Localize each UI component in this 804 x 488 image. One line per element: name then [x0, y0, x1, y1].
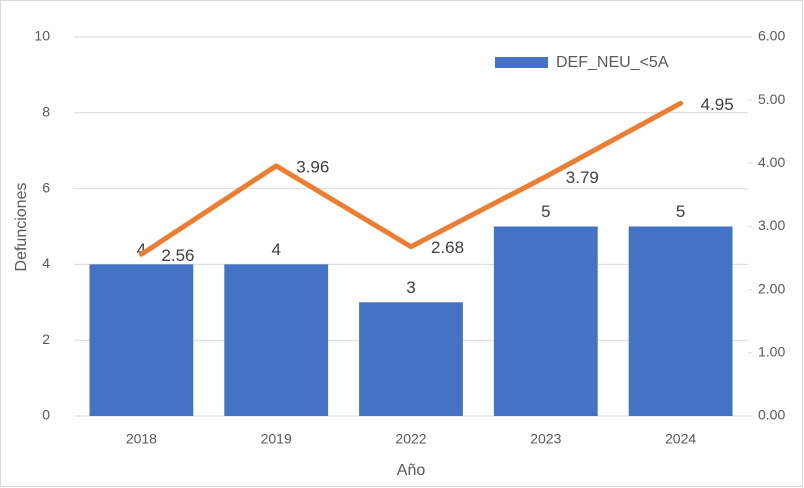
- data-label: 2.56: [161, 246, 194, 265]
- y2-tick-label: 5.00: [758, 91, 785, 107]
- x-axis-label: Año: [397, 462, 426, 479]
- y2-tick-label: 2.00: [758, 280, 785, 296]
- x-tick-label: 2023: [530, 431, 561, 447]
- legend-label: DEF_NEU_<5A: [556, 54, 669, 71]
- y2-tick-label: 6.00: [758, 28, 785, 44]
- data-label: 4: [271, 240, 280, 259]
- data-label: 4.95: [701, 95, 734, 114]
- x-tick-label: 2022: [395, 431, 426, 447]
- y2-tick-label: 0.00: [758, 407, 785, 423]
- bar: [628, 226, 733, 416]
- x-tick-label: 2018: [126, 431, 157, 447]
- y-tick-label: 4: [42, 255, 50, 271]
- line: [138, 100, 684, 257]
- data-label: 3.96: [296, 157, 329, 176]
- data-label: 3.79: [566, 168, 599, 187]
- y2-tick-label: 1.00: [758, 344, 785, 360]
- data-label: 4: [137, 240, 146, 259]
- legend-swatch: [495, 57, 548, 68]
- data-label: 2.68: [431, 238, 464, 257]
- bar: [89, 264, 194, 416]
- y2-tick-label: 3.00: [758, 217, 785, 233]
- bar: [359, 302, 463, 416]
- y-tick-label: 2: [42, 331, 50, 347]
- x-tick-label: 2019: [261, 431, 292, 447]
- y-tick-label: 0: [42, 407, 50, 423]
- data-label: 5: [676, 202, 685, 221]
- bar: [493, 226, 598, 416]
- bar: [224, 264, 329, 416]
- y2-tick-label: 4.00: [758, 154, 785, 170]
- y-tick-label: 8: [42, 104, 50, 120]
- data-label: 5: [541, 202, 550, 221]
- x-tick-label: 2024: [665, 431, 696, 447]
- y-tick-label: 6: [42, 179, 50, 195]
- data-label: 3: [406, 278, 415, 297]
- y-tick-label: 10: [34, 28, 50, 44]
- y-axis-label: Defunciones: [13, 183, 30, 272]
